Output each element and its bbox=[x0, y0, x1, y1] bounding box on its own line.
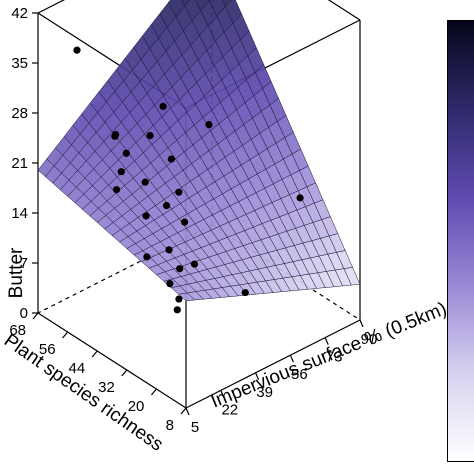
box-edge bbox=[327, 0, 361, 21]
z-tick-label: 35 bbox=[11, 55, 28, 72]
data-point bbox=[241, 288, 249, 297]
y-tick-label: 32 bbox=[98, 379, 115, 396]
y-tick-label: 68 bbox=[9, 322, 26, 339]
y-tick bbox=[32, 312, 39, 320]
y-tick bbox=[121, 369, 128, 377]
x-tick-label: 22 bbox=[221, 401, 238, 418]
x-tick bbox=[185, 407, 190, 416]
data-point bbox=[122, 149, 130, 157]
y-tick-label: 8 bbox=[166, 417, 174, 434]
box-edge bbox=[185, 319, 361, 409]
x-tick bbox=[324, 337, 329, 345]
data-point bbox=[190, 260, 199, 268]
data-point bbox=[205, 120, 213, 129]
x-tick-label: 39 bbox=[256, 384, 273, 401]
data-point bbox=[111, 132, 119, 140]
data-point bbox=[176, 265, 184, 273]
surface-cell bbox=[181, 0, 190, 7]
colorbar bbox=[447, 20, 474, 462]
box-edge bbox=[37, 312, 187, 409]
x-tick-label: 90 bbox=[361, 331, 378, 348]
data-point bbox=[175, 188, 183, 196]
z-tick-label: 0 bbox=[20, 305, 28, 322]
x-tick bbox=[220, 390, 225, 398]
data-point bbox=[141, 178, 149, 186]
data-point bbox=[159, 102, 167, 110]
data-point bbox=[166, 280, 174, 288]
data-point bbox=[180, 218, 189, 226]
x-tick-label: 73 bbox=[326, 349, 343, 366]
x-tick bbox=[289, 354, 294, 363]
z-axis-label: Butter bbox=[6, 247, 27, 299]
data-point bbox=[142, 212, 150, 220]
z-tick-label: 42 bbox=[11, 5, 28, 22]
x-tick-label: 5 bbox=[191, 419, 199, 436]
data-point bbox=[143, 253, 151, 261]
x-tick bbox=[359, 319, 364, 328]
data-point bbox=[146, 131, 154, 140]
y-tick bbox=[150, 388, 157, 396]
z-tick-label: 7 bbox=[20, 255, 28, 272]
x-tick-label: 56 bbox=[291, 366, 308, 383]
y-tick bbox=[91, 350, 98, 358]
data-point bbox=[162, 201, 171, 210]
data-point bbox=[73, 46, 81, 54]
x-tick bbox=[255, 372, 260, 381]
data-point bbox=[175, 295, 183, 303]
data-point bbox=[167, 155, 175, 163]
data-point bbox=[117, 168, 125, 176]
y-tick bbox=[62, 331, 69, 339]
data-point bbox=[173, 306, 181, 314]
z-tick-label: 14 bbox=[11, 205, 28, 222]
y-tick-label: 44 bbox=[69, 360, 86, 377]
z-tick-label: 28 bbox=[11, 105, 28, 122]
data-point bbox=[165, 246, 173, 254]
y-tick-label: 56 bbox=[39, 341, 56, 358]
y-tick-label: 20 bbox=[128, 398, 145, 415]
y-tick bbox=[180, 407, 187, 415]
data-point bbox=[296, 194, 304, 202]
hidden-edge bbox=[211, 224, 361, 321]
z-tick-label: 21 bbox=[11, 155, 28, 172]
data-point bbox=[112, 186, 121, 194]
